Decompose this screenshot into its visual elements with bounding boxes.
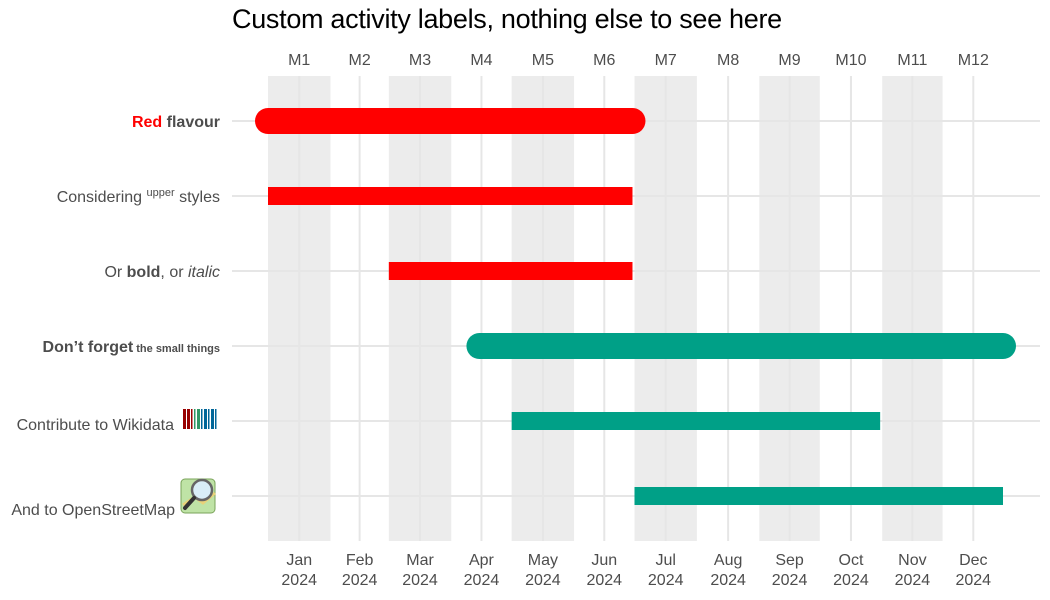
wikidata-logo-bar <box>187 409 190 429</box>
wikidata-logo-bar <box>215 409 217 429</box>
wikidata-logo-bar <box>201 409 203 429</box>
activity-label: Or bold, or italic <box>104 264 220 281</box>
bottom-axis-month-label: Oct <box>839 552 864 569</box>
activity-label: Don’t forget the small things <box>43 339 220 356</box>
top-axis-tick-label: M2 <box>349 52 371 69</box>
activity-label: Considering upper styles <box>57 187 220 206</box>
bottom-axis-year-label: 2024 <box>402 572 438 589</box>
activity-label-part: Contribute to Wikidata <box>17 417 175 434</box>
bottom-axis-month-label: Sep <box>775 552 804 569</box>
chart-title: Custom activity labels, nothing else to … <box>232 4 782 34</box>
activity-label-part: Red <box>132 114 162 131</box>
bottom-axis-year-label: 2024 <box>525 572 561 589</box>
top-axis-tick-label: M3 <box>409 52 431 69</box>
wikidata-logo-bar <box>211 409 214 429</box>
activity-label-part: styles <box>175 189 220 206</box>
activity-bar <box>634 487 1003 505</box>
wikidata-logo-bar <box>204 409 207 429</box>
activity-label-part: Or <box>104 264 126 281</box>
bottom-axis-year-label: 2024 <box>833 572 869 589</box>
bottom-axis-year-label: 2024 <box>342 572 378 589</box>
activity-bar <box>268 187 633 205</box>
activity-bar <box>511 412 881 430</box>
activity-label: Contribute to Wikidata <box>17 417 175 434</box>
wikidata-logo-bar <box>194 409 196 429</box>
bottom-axis-year-label: 2024 <box>772 572 808 589</box>
activity-bar <box>388 262 633 280</box>
top-axis-tick-label: M1 <box>288 52 310 69</box>
bottom-axis-month-label: Jul <box>655 552 675 569</box>
top-axis-tick-label: M11 <box>897 52 927 69</box>
wikidata-logo-bar <box>183 409 186 429</box>
bottom-axis-month-label: Mar <box>406 552 434 569</box>
bottom-axis-year-label: 2024 <box>895 572 931 589</box>
bottom-axis-year-label: 2024 <box>955 572 991 589</box>
activity-label: And to OpenStreetMap <box>11 502 175 519</box>
bottom-axis-month-label: Nov <box>898 552 926 569</box>
bottom-axis-month-label: May <box>528 552 558 569</box>
bottom-axis-month-label: Dec <box>959 552 987 569</box>
top-axis-tick-label: M4 <box>470 52 492 69</box>
bottom-axis-month-label: Apr <box>469 552 495 569</box>
top-axis-tick-label: M9 <box>778 52 800 69</box>
wikidata-logo-icon <box>183 409 217 429</box>
top-axis-tick-label: M7 <box>655 52 677 69</box>
top-axis-tick-label: M5 <box>532 52 554 69</box>
wikidata-logo-bar <box>197 409 200 429</box>
bottom-axis-year-label: 2024 <box>464 572 500 589</box>
wikidata-logo-bar <box>191 409 193 429</box>
activity-label-part: Don’t forget <box>43 339 134 356</box>
activity-label-part: upper <box>147 187 175 199</box>
activity-label-part: italic <box>188 264 220 281</box>
activity-label-part: the small things <box>133 343 220 355</box>
top-axis-tick-label: M8 <box>717 52 739 69</box>
bottom-axis-month-label: Jan <box>286 552 312 569</box>
bottom-axis-month-label: Jun <box>591 552 617 569</box>
activity-label-part: And to OpenStreetMap <box>11 502 175 519</box>
activity-label: Red flavour <box>132 114 220 131</box>
osm-handle <box>183 496 196 510</box>
wikidata-logo-bar <box>208 409 210 429</box>
bottom-axis-year-label: 2024 <box>648 572 684 589</box>
bottom-axis-year-label: 2024 <box>281 572 317 589</box>
activity-label-part: , or <box>160 264 188 281</box>
openstreetmap-logo-icon <box>180 478 216 514</box>
top-axis-tick-label: M10 <box>835 52 866 69</box>
activity-label-part: flavour <box>162 114 220 131</box>
bottom-axis-month-label: Feb <box>346 552 374 569</box>
bottom-axis-month-label: Aug <box>714 552 742 569</box>
top-axis-tick-label: M6 <box>593 52 615 69</box>
activity-label-part: Considering <box>57 189 147 206</box>
bottom-axis-year-label: 2024 <box>586 572 622 589</box>
activity-label-part: bold <box>127 264 161 281</box>
osm-lens <box>190 478 214 502</box>
top-axis-tick-label: M12 <box>958 52 989 69</box>
bottom-axis-year-label: 2024 <box>710 572 746 589</box>
